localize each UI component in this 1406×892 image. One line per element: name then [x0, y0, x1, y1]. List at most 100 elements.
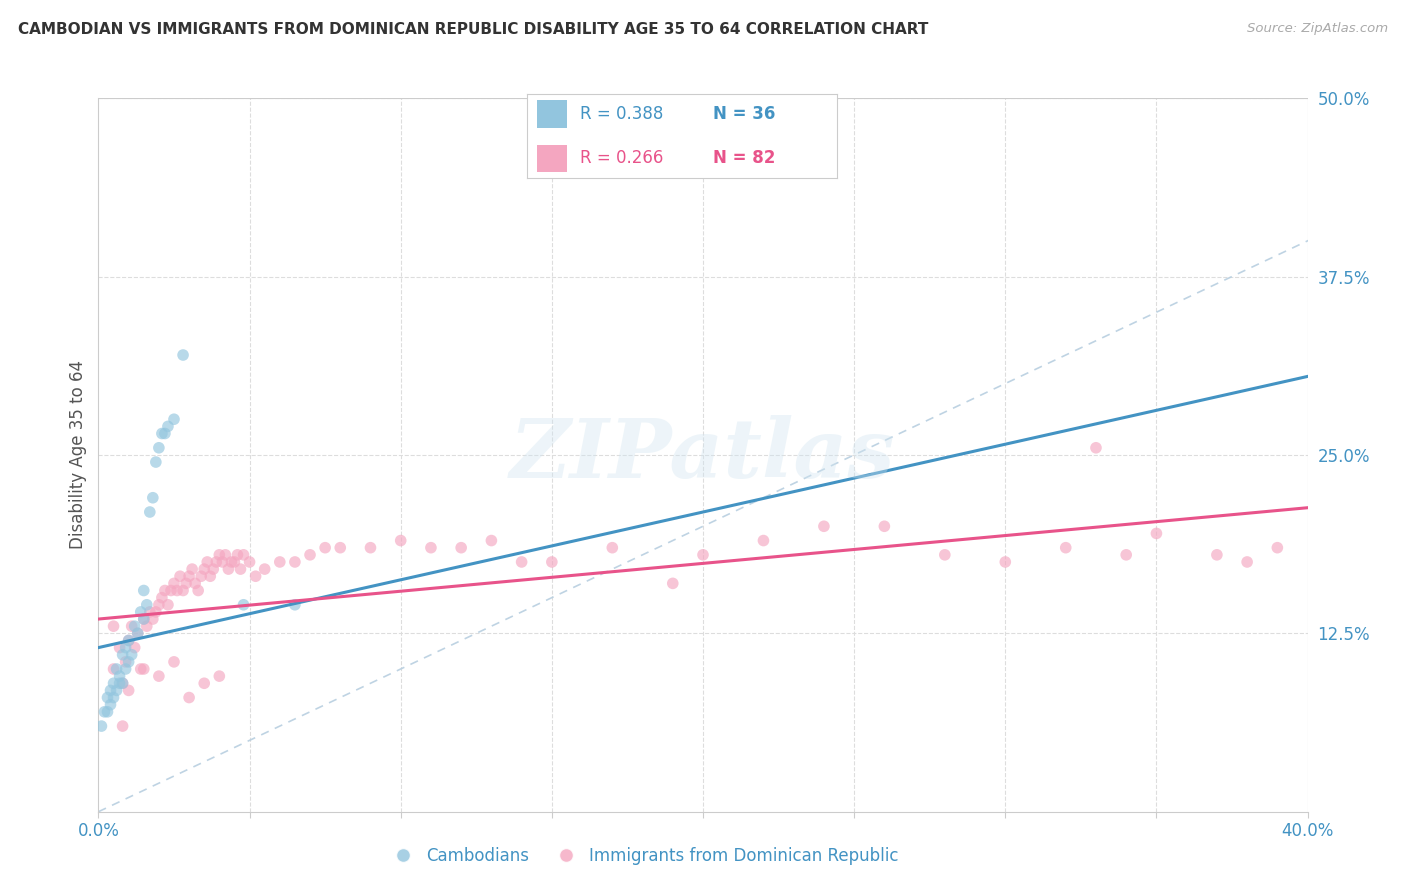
- Point: [214, 548, 236, 562]
- Point: [1115, 548, 1137, 562]
- Point: [121, 619, 143, 633]
- Point: [190, 569, 212, 583]
- Point: [103, 690, 125, 705]
- Point: [873, 519, 896, 533]
- Point: [118, 633, 141, 648]
- Point: [217, 562, 239, 576]
- Point: [934, 548, 956, 562]
- Point: [96, 705, 118, 719]
- Point: [142, 612, 165, 626]
- Point: [96, 690, 118, 705]
- Point: [132, 662, 155, 676]
- Point: [153, 583, 176, 598]
- Point: [103, 619, 125, 633]
- Point: [148, 669, 170, 683]
- Bar: [537, 145, 568, 171]
- Point: [187, 583, 209, 598]
- Point: [127, 626, 149, 640]
- Point: [208, 548, 231, 562]
- Point: [692, 548, 714, 562]
- Point: [1267, 541, 1289, 555]
- Y-axis label: Disability Age 35 to 64: Disability Age 35 to 64: [69, 360, 87, 549]
- Point: [114, 655, 136, 669]
- Point: [450, 541, 472, 555]
- Point: [813, 519, 835, 533]
- Point: [284, 555, 307, 569]
- Point: [481, 533, 503, 548]
- Bar: [537, 101, 568, 128]
- Text: R = 0.266: R = 0.266: [579, 149, 664, 167]
- Point: [111, 676, 134, 690]
- Point: [145, 455, 167, 469]
- Point: [1085, 441, 1108, 455]
- Point: [1236, 555, 1258, 569]
- Point: [360, 541, 382, 555]
- Point: [232, 548, 254, 562]
- Point: [139, 605, 162, 619]
- Point: [150, 426, 173, 441]
- Point: [752, 533, 775, 548]
- Point: [108, 676, 131, 690]
- Text: CAMBODIAN VS IMMIGRANTS FROM DOMINICAN REPUBLIC DISABILITY AGE 35 TO 64 CORRELAT: CAMBODIAN VS IMMIGRANTS FROM DOMINICAN R…: [18, 22, 928, 37]
- Point: [118, 633, 141, 648]
- Point: [93, 705, 115, 719]
- Point: [111, 719, 134, 733]
- Point: [181, 562, 204, 576]
- Point: [510, 555, 533, 569]
- Point: [135, 619, 157, 633]
- Point: [193, 562, 215, 576]
- Text: N = 36: N = 36: [713, 105, 775, 123]
- Point: [114, 640, 136, 655]
- Point: [169, 569, 191, 583]
- Point: [389, 533, 412, 548]
- Text: Source: ZipAtlas.com: Source: ZipAtlas.com: [1247, 22, 1388, 36]
- Point: [132, 583, 155, 598]
- Point: [121, 648, 143, 662]
- Point: [221, 555, 243, 569]
- Point: [179, 569, 201, 583]
- Point: [105, 683, 128, 698]
- Point: [132, 612, 155, 626]
- Point: [160, 583, 183, 598]
- Point: [156, 419, 179, 434]
- Point: [602, 541, 624, 555]
- Legend: Cambodians, Immigrants from Dominican Republic: Cambodians, Immigrants from Dominican Re…: [380, 840, 905, 871]
- Point: [103, 662, 125, 676]
- Point: [232, 598, 254, 612]
- Point: [994, 555, 1017, 569]
- Point: [662, 576, 685, 591]
- Point: [142, 491, 165, 505]
- Text: ZIPatlas: ZIPatlas: [510, 415, 896, 495]
- Point: [118, 683, 141, 698]
- Point: [205, 555, 228, 569]
- Point: [1144, 526, 1167, 541]
- Point: [174, 576, 197, 591]
- Point: [124, 619, 146, 633]
- Point: [239, 555, 262, 569]
- Point: [129, 605, 152, 619]
- Point: [193, 676, 215, 690]
- Point: [163, 576, 186, 591]
- Point: [299, 548, 322, 562]
- Point: [145, 605, 167, 619]
- Point: [114, 662, 136, 676]
- Point: [108, 669, 131, 683]
- Text: N = 82: N = 82: [713, 149, 775, 167]
- Point: [132, 612, 155, 626]
- Point: [124, 640, 146, 655]
- Point: [226, 548, 249, 562]
- Point: [202, 562, 225, 576]
- Point: [118, 655, 141, 669]
- Point: [139, 505, 162, 519]
- Point: [208, 669, 231, 683]
- Point: [245, 569, 267, 583]
- Point: [172, 583, 194, 598]
- Point: [150, 591, 173, 605]
- Point: [211, 555, 233, 569]
- Point: [253, 562, 276, 576]
- Point: [111, 648, 134, 662]
- Point: [105, 662, 128, 676]
- Point: [163, 655, 186, 669]
- Point: [224, 555, 246, 569]
- Point: [90, 719, 112, 733]
